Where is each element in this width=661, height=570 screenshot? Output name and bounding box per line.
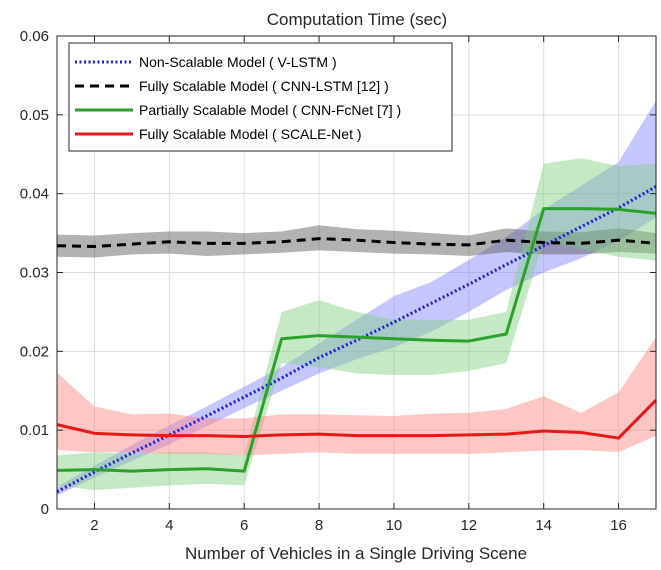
y-tick-label: 0.03	[20, 265, 49, 282]
band-fully-scalable-model-cnn-lstm-12	[57, 225, 656, 258]
x-tick-label: 6	[240, 517, 248, 534]
series-line-non-scalable-model-v-lstm	[56, 185, 657, 494]
x-tick-label: 4	[165, 517, 173, 534]
series-line-fully-scalable-model-scale-net	[56, 399, 658, 440]
y-tick-label: 0.04	[20, 186, 49, 203]
legend-label-fully-scalable-model-cnn-lstm-12: Fully Scalable Model ( CNN-LSTM [12] )	[139, 78, 389, 94]
legend-label-non-scalable-model-v-lstm: Non-Scalable Model ( V-LSTM )	[139, 54, 337, 70]
x-tick-label: 8	[315, 517, 323, 534]
x-tick-label: 2	[90, 517, 98, 534]
legend: Non-Scalable Model ( V-LSTM ) Fully Scala…	[68, 42, 453, 152]
legend-label-partially-scalable-model-cnn-fcnet-7: Partially Scalable Model ( CNN-FcNet [7]…	[139, 102, 401, 118]
y-tick-label: 0	[41, 501, 49, 518]
axis-ticks: 2 4 6 8 10 12 14 16 0 0.01 0.02 0.03 0.04 0.05 0.06	[20, 28, 656, 534]
band-non-scalable-model-v-lstm	[57, 100, 656, 496]
band-fully-scalable-model-scale-net	[57, 337, 656, 456]
series-line-fully-scalable-model-cnn-lstm-12	[56, 237, 657, 248]
x-tick-label: 16	[610, 517, 627, 534]
series-line-partially-scalable-model-cnn-fcnet-7	[56, 207, 657, 473]
x-axis-label: Number of Vehicles in a Single Driving S…	[185, 544, 527, 563]
series-lines	[56, 185, 658, 494]
y-tick-label: 0.02	[20, 343, 49, 360]
y-tick-label: 0.06	[20, 28, 49, 45]
x-tick-label: 12	[460, 517, 477, 534]
x-tick-label: 14	[535, 517, 552, 534]
confidence-bands	[57, 100, 656, 496]
y-tick-label: 0.05	[20, 107, 49, 124]
y-tick-label: 0.01	[20, 422, 49, 439]
x-tick-label: 10	[386, 517, 403, 534]
legend-label-fully-scalable-model-scale-net: Fully Scalable Model ( SCALE-Net )	[139, 126, 362, 142]
legend-items: Non-Scalable Model ( V-LSTM ) Fully Scala…	[75, 54, 401, 142]
chart-title: Computation Time (sec)	[267, 10, 447, 29]
band-partially-scalable-model-cnn-fcnet-7	[57, 158, 656, 491]
